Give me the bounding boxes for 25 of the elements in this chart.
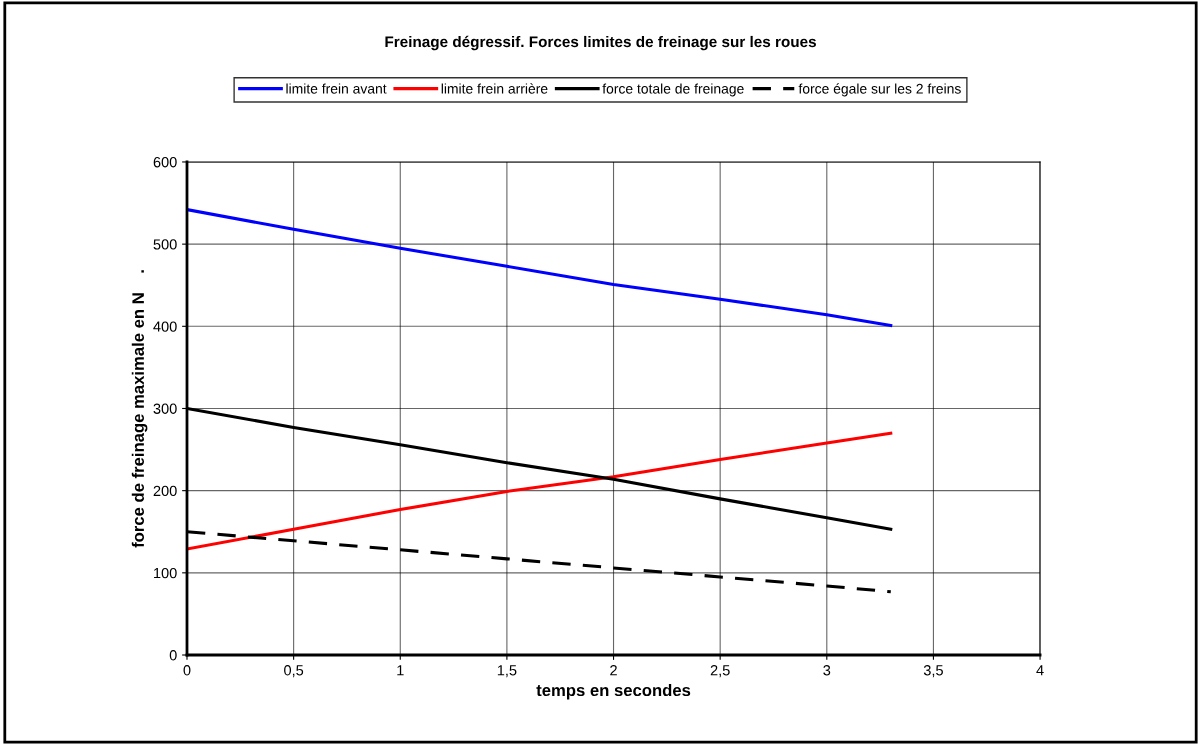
x-tick-label: 3,5 — [923, 665, 943, 678]
line-series — [187, 208, 893, 328]
y-tick-label: 100 — [154, 567, 177, 579]
x-tick-label: 1,5 — [497, 665, 517, 678]
x-tick-label: 1 — [397, 665, 404, 676]
line-series — [187, 431, 893, 551]
x-tick-label: 2 — [610, 665, 617, 676]
x-tick-label: 4 — [1036, 665, 1044, 676]
x-tick-label: 0,5 — [284, 665, 304, 678]
y-tick-label: 300 — [153, 403, 177, 414]
y-tick-label: 200 — [153, 485, 177, 497]
y-tick-label: 400 — [153, 321, 177, 332]
legend-label: force totale de freinage — [602, 83, 744, 97]
chart-title: Freinage dégressif. Forces limites de freinage sur les roues — [385, 35, 816, 51]
x-axis-title: temps en secondes — [536, 683, 691, 700]
x-tick-label: 0 — [183, 665, 191, 676]
legend-label: limite frein avant — [286, 83, 387, 94]
x-tick-label: 2,5 — [710, 665, 730, 678]
y-tick-label: 600 — [153, 157, 177, 168]
y-axis-title: force de freinage maximale en N . — [131, 270, 148, 548]
y-tick-label: 500 — [153, 239, 177, 250]
legend-label: limite frein arrière — [441, 83, 548, 94]
legend-label: force égale sur les 2 freins — [798, 83, 961, 97]
y-tick-label: 0 — [169, 650, 177, 661]
x-tick-label: 3 — [823, 665, 831, 676]
